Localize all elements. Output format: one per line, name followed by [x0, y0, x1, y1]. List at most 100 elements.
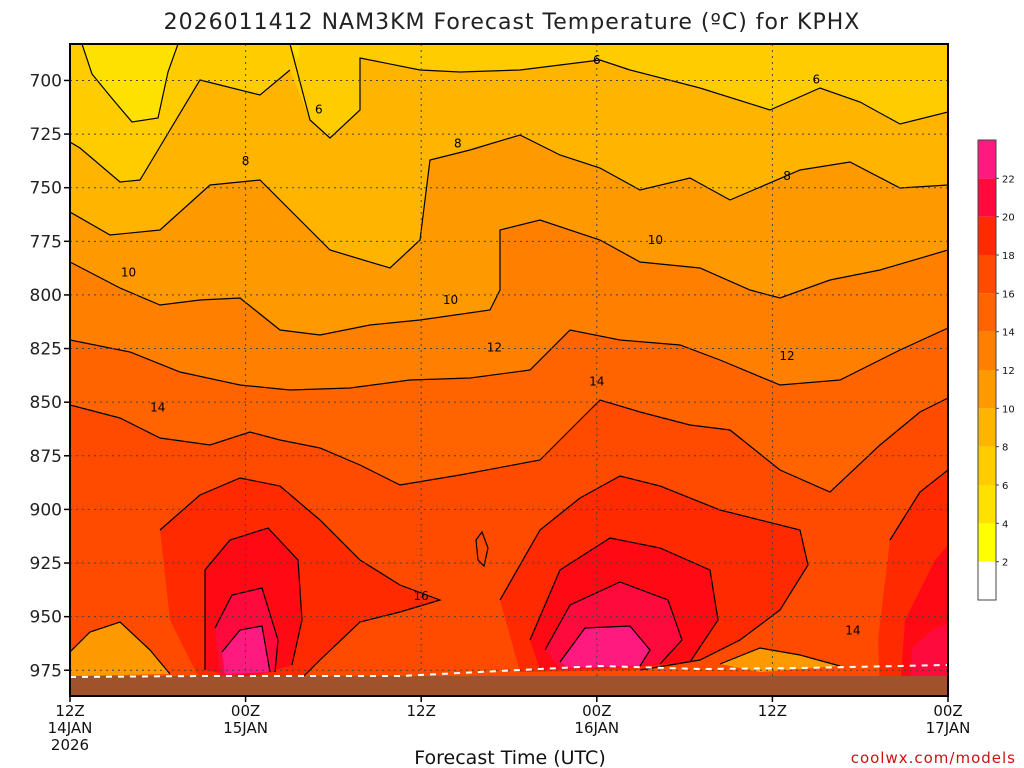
x-tick-label: 17JAN — [926, 719, 971, 737]
colorbar-swatch — [978, 216, 996, 255]
contour-18-line — [204, 527, 303, 670]
x-tick-label: 16JAN — [574, 719, 619, 737]
contour-22-line-b — [559, 625, 651, 667]
contour-14-line — [70, 397, 948, 493]
contour-12-line — [70, 327, 948, 391]
colorbar-label: 6 — [1002, 481, 1008, 492]
y-tick-label: 725 — [30, 125, 62, 145]
contour-label: 6 — [315, 102, 323, 116]
contour-label: 10 — [121, 265, 136, 279]
plot-area: 6 6 6 8 8 8 10 10 10 12 12 14 14 14 16 — [70, 44, 948, 696]
grid-lines — [70, 44, 948, 696]
contour-20-line-b — [544, 581, 683, 665]
contour-label: 12 — [779, 349, 794, 363]
contour-14-pocket-line-b — [719, 647, 841, 667]
contour-label: 6 — [593, 53, 601, 67]
contour-16-line-c — [889, 469, 948, 541]
colorbar-swatch — [978, 178, 996, 217]
y-tick-label: 900 — [30, 500, 62, 520]
contour-label: 10 — [443, 293, 458, 307]
contour-label: 8 — [783, 169, 791, 183]
contour-16-line-b — [499, 475, 809, 671]
x-tick-label: 00Z — [933, 702, 962, 720]
y-tick-label: 875 — [30, 447, 62, 467]
x-tick-label: 14JAN — [48, 719, 93, 737]
plot-frame — [69, 43, 949, 697]
colorbar-swatch — [978, 140, 996, 179]
y-tick-label: 925 — [30, 554, 62, 574]
colorbar-swatch — [978, 561, 996, 600]
x-tick-label: 00Z — [231, 702, 260, 720]
contour-6-line-b — [289, 44, 948, 139]
contour-16-line — [159, 477, 442, 681]
colorbar: 2 4 6 8 10 12 14 16 18 20 22 — [977, 139, 1015, 601]
colorbar-label: 22 — [1002, 174, 1015, 185]
y-tick-label: 775 — [30, 232, 62, 252]
colorbar-label: 2 — [1002, 558, 1008, 569]
y-tick-label: 950 — [30, 608, 62, 628]
terrain-edge — [70, 664, 948, 678]
colorbar-label: 20 — [1002, 213, 1015, 224]
colorbar-label: 12 — [1002, 366, 1015, 377]
colorbar-swatch — [978, 370, 996, 409]
y-tick-label: 975 — [30, 661, 62, 681]
y-tick-label: 825 — [30, 340, 62, 360]
contour-label: 6 — [812, 72, 820, 86]
y-tick-label: 700 — [30, 71, 62, 91]
band-2-4 — [82, 44, 178, 122]
colorbar-label: 4 — [1002, 519, 1008, 530]
contour-18-line-b — [529, 537, 719, 663]
colorbar-label: 16 — [1002, 289, 1015, 300]
colorbar-label: 14 — [1002, 328, 1015, 339]
contour-label-layer: 6 6 6 8 8 8 10 10 10 12 12 14 14 14 16 — [121, 53, 861, 638]
contour-label: 8 — [242, 154, 250, 168]
x-axis-label: Forecast Time (UTC) — [414, 747, 605, 768]
contour-label: 14 — [589, 375, 604, 389]
cool-surface-pocket — [70, 622, 170, 676]
contour-label: 16 — [414, 589, 429, 603]
cool-surface-pocket-b — [720, 648, 840, 672]
contour-8-line — [70, 69, 291, 183]
x-tick-label: 00Z — [582, 702, 611, 720]
colorbar-swatch — [978, 331, 996, 370]
contour-lines — [70, 44, 948, 681]
colorbar-label: 10 — [1002, 404, 1015, 415]
contour-8-line-b — [70, 134, 948, 269]
colorbar-label: 18 — [1002, 251, 1015, 262]
contour-6-line — [81, 44, 179, 123]
credit-text: coolwx.com/models — [851, 749, 1016, 767]
x-tick-label: 12Z — [55, 702, 84, 720]
band-6-8 — [70, 44, 948, 268]
contour-22-line — [221, 625, 271, 673]
chart-title: 2026011412 NAM3KM Forecast Temperature (… — [164, 10, 861, 35]
colorbar-swatch — [978, 293, 996, 332]
contour-14-pocket-line — [70, 621, 171, 675]
contour-label: 12 — [487, 340, 502, 354]
x-tick-label: 12Z — [407, 702, 436, 720]
contour-10-line — [70, 219, 948, 336]
y-tick-label: 850 — [30, 393, 62, 413]
y-tick-label: 750 — [30, 179, 62, 199]
band-20-22-c — [910, 624, 948, 690]
x-tick-label: 12Z — [758, 702, 787, 720]
colorbar-swatch — [978, 485, 996, 524]
colorbar-swatch — [978, 408, 996, 447]
contour-label: 10 — [648, 233, 663, 247]
x-tick-label: 2026 — [51, 736, 89, 754]
x-tick-label: 15JAN — [223, 719, 268, 737]
contour-label: 14 — [845, 624, 860, 638]
band-4-6 — [70, 44, 948, 182]
colorbar-swatch — [978, 523, 996, 562]
contour-20-line — [214, 587, 279, 673]
band-22-plus-b — [560, 626, 650, 668]
y-tick-label: 800 — [30, 286, 62, 306]
contour-label: 14 — [150, 400, 165, 414]
colorbar-label: 8 — [1002, 443, 1008, 454]
colorbar-swatch — [978, 255, 996, 294]
colorbar-swatch — [978, 446, 996, 485]
contour-small-loop — [475, 530, 489, 568]
contour-label: 8 — [454, 137, 462, 151]
terrain-mask — [70, 676, 948, 696]
